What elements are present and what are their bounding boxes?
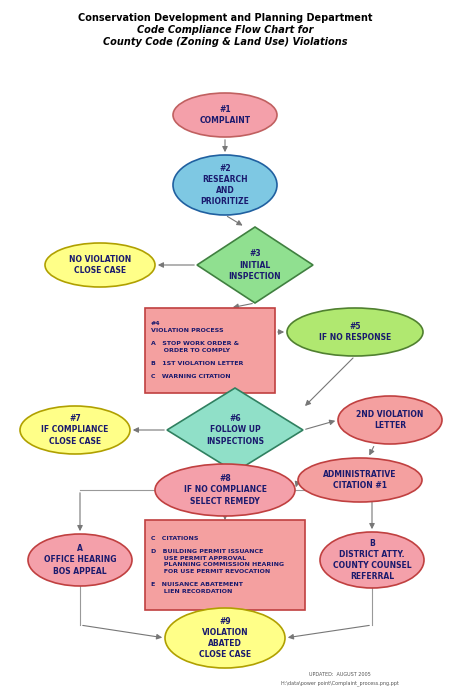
Text: #1
COMPLAINT: #1 COMPLAINT: [199, 105, 251, 125]
Text: Conservation Development and Planning Department: Conservation Development and Planning De…: [78, 13, 372, 23]
Text: #7
IF COMPLIANCE
CLOSE CASE: #7 IF COMPLIANCE CLOSE CASE: [41, 414, 109, 445]
Text: A
OFFICE HEARING
BOS APPEAL: A OFFICE HEARING BOS APPEAL: [44, 544, 116, 575]
Ellipse shape: [20, 406, 130, 454]
Polygon shape: [167, 388, 303, 472]
Ellipse shape: [165, 608, 285, 668]
Text: H:\data\power point\Complaint_process.png.ppt: H:\data\power point\Complaint_process.pn…: [281, 680, 399, 686]
Text: 2ND VIOLATION
LETTER: 2ND VIOLATION LETTER: [356, 410, 424, 430]
Text: #4
VIOLATION PROCESS

A   STOP WORK ORDER &
      ORDER TO COMPLY

B   1ST VIOLA: #4 VIOLATION PROCESS A STOP WORK ORDER &…: [151, 321, 243, 379]
Text: NO VIOLATION
CLOSE CASE: NO VIOLATION CLOSE CASE: [69, 255, 131, 275]
Polygon shape: [197, 227, 313, 303]
Ellipse shape: [173, 93, 277, 137]
Text: #3
INITIAL
INSPECTION: #3 INITIAL INSPECTION: [229, 250, 281, 281]
Ellipse shape: [28, 534, 132, 586]
Text: Code Compliance Flow Chart for: Code Compliance Flow Chart for: [137, 25, 313, 35]
Text: C   CITATIONS

D   BUILDING PERMIT ISSUANCE
      USE PERMIT APPROVAL
      PLAN: C CITATIONS D BUILDING PERMIT ISSUANCE U…: [151, 536, 284, 594]
Ellipse shape: [287, 308, 423, 356]
Text: ADMINISTRATIVE
CITATION #1: ADMINISTRATIVE CITATION #1: [323, 470, 397, 490]
Ellipse shape: [155, 464, 295, 516]
Text: #9
VIOLATION
ABATED
CLOSE CASE: #9 VIOLATION ABATED CLOSE CASE: [199, 617, 251, 659]
Ellipse shape: [45, 243, 155, 287]
Ellipse shape: [298, 458, 422, 502]
Text: UPDATED:  AUGUST 2005: UPDATED: AUGUST 2005: [309, 673, 371, 678]
FancyBboxPatch shape: [145, 307, 275, 393]
Text: #5
IF NO RESPONSE: #5 IF NO RESPONSE: [319, 322, 391, 342]
Text: #8
IF NO COMPLIANCE
SELECT REMEDY: #8 IF NO COMPLIANCE SELECT REMEDY: [184, 475, 266, 505]
Text: #2
RESEARCH
AND
PRIORITIZE: #2 RESEARCH AND PRIORITIZE: [201, 164, 249, 206]
Text: #6
FOLLOW UP
INSPECTIONS: #6 FOLLOW UP INSPECTIONS: [206, 414, 264, 445]
Ellipse shape: [338, 396, 442, 444]
Ellipse shape: [320, 532, 424, 588]
Text: B
DISTRICT ATTY.
COUNTY COUNSEL
REFERRAL: B DISTRICT ATTY. COUNTY COUNSEL REFERRAL: [333, 539, 411, 581]
Ellipse shape: [173, 155, 277, 215]
Text: County Code (Zoning & Land Use) Violations: County Code (Zoning & Land Use) Violatio…: [103, 37, 347, 47]
FancyBboxPatch shape: [145, 520, 305, 610]
